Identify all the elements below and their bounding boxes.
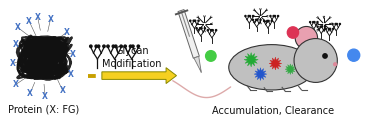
Text: Modification: Modification xyxy=(102,59,162,69)
Circle shape xyxy=(107,45,109,47)
Text: Protein (X: FG): Protein (X: FG) xyxy=(8,105,80,115)
Circle shape xyxy=(132,45,134,47)
Text: X: X xyxy=(15,23,21,32)
Circle shape xyxy=(330,28,331,29)
Circle shape xyxy=(324,26,325,27)
Circle shape xyxy=(323,54,327,58)
Circle shape xyxy=(124,45,126,47)
Text: X: X xyxy=(26,17,32,26)
Circle shape xyxy=(320,26,321,27)
Circle shape xyxy=(267,20,268,21)
Circle shape xyxy=(336,23,338,25)
Circle shape xyxy=(112,45,115,47)
Circle shape xyxy=(215,30,217,31)
Circle shape xyxy=(201,28,202,29)
Circle shape xyxy=(274,16,276,17)
Circle shape xyxy=(115,45,117,47)
Circle shape xyxy=(321,26,322,27)
Circle shape xyxy=(137,45,139,47)
Text: X: X xyxy=(70,50,76,59)
Text: X: X xyxy=(42,92,48,101)
Circle shape xyxy=(339,23,341,25)
Text: X: X xyxy=(64,28,70,37)
Circle shape xyxy=(90,45,92,47)
Circle shape xyxy=(317,22,318,23)
Circle shape xyxy=(332,23,333,25)
Text: X: X xyxy=(48,15,53,24)
Polygon shape xyxy=(194,56,201,72)
Circle shape xyxy=(333,28,334,29)
Circle shape xyxy=(273,16,274,17)
FancyArrow shape xyxy=(102,68,177,84)
Text: X: X xyxy=(68,70,74,79)
Circle shape xyxy=(310,22,311,23)
Circle shape xyxy=(270,16,271,17)
Circle shape xyxy=(95,45,98,47)
Text: X: X xyxy=(27,89,33,97)
Circle shape xyxy=(195,20,196,21)
Circle shape xyxy=(256,19,257,20)
Circle shape xyxy=(245,16,246,17)
Circle shape xyxy=(287,27,299,38)
Text: X: X xyxy=(35,13,41,22)
Polygon shape xyxy=(254,68,267,80)
Circle shape xyxy=(335,23,336,25)
Circle shape xyxy=(313,22,314,23)
Circle shape xyxy=(314,22,315,23)
Circle shape xyxy=(325,28,326,29)
Circle shape xyxy=(198,20,199,21)
Text: X: X xyxy=(13,80,19,89)
Circle shape xyxy=(253,19,254,20)
Circle shape xyxy=(271,20,272,21)
Circle shape xyxy=(257,19,258,20)
Polygon shape xyxy=(269,57,282,70)
Circle shape xyxy=(294,39,337,82)
Circle shape xyxy=(98,45,100,47)
Circle shape xyxy=(204,28,206,29)
Circle shape xyxy=(211,30,212,31)
Circle shape xyxy=(249,16,251,17)
Circle shape xyxy=(190,20,191,21)
Circle shape xyxy=(295,26,318,49)
Circle shape xyxy=(334,63,336,66)
Circle shape xyxy=(268,20,269,21)
Circle shape xyxy=(348,49,360,61)
Circle shape xyxy=(212,30,213,31)
Circle shape xyxy=(248,16,249,17)
Circle shape xyxy=(196,28,197,29)
Text: Glycan: Glycan xyxy=(115,46,149,56)
Circle shape xyxy=(103,45,105,47)
Circle shape xyxy=(193,20,194,21)
Text: X: X xyxy=(9,59,15,68)
Circle shape xyxy=(260,19,261,20)
Circle shape xyxy=(200,28,201,29)
Polygon shape xyxy=(285,64,296,75)
Text: Accumulation, Clearance: Accumulation, Clearance xyxy=(212,106,335,116)
Circle shape xyxy=(120,45,122,47)
Circle shape xyxy=(263,20,265,21)
Circle shape xyxy=(328,28,329,29)
Circle shape xyxy=(253,16,254,17)
Circle shape xyxy=(129,45,132,47)
Text: X: X xyxy=(12,40,18,49)
Polygon shape xyxy=(178,10,199,58)
Circle shape xyxy=(277,16,279,17)
Polygon shape xyxy=(244,53,258,67)
Ellipse shape xyxy=(229,45,314,90)
Circle shape xyxy=(317,26,318,27)
Circle shape xyxy=(207,30,208,31)
Text: X: X xyxy=(60,86,66,95)
Circle shape xyxy=(206,51,216,61)
